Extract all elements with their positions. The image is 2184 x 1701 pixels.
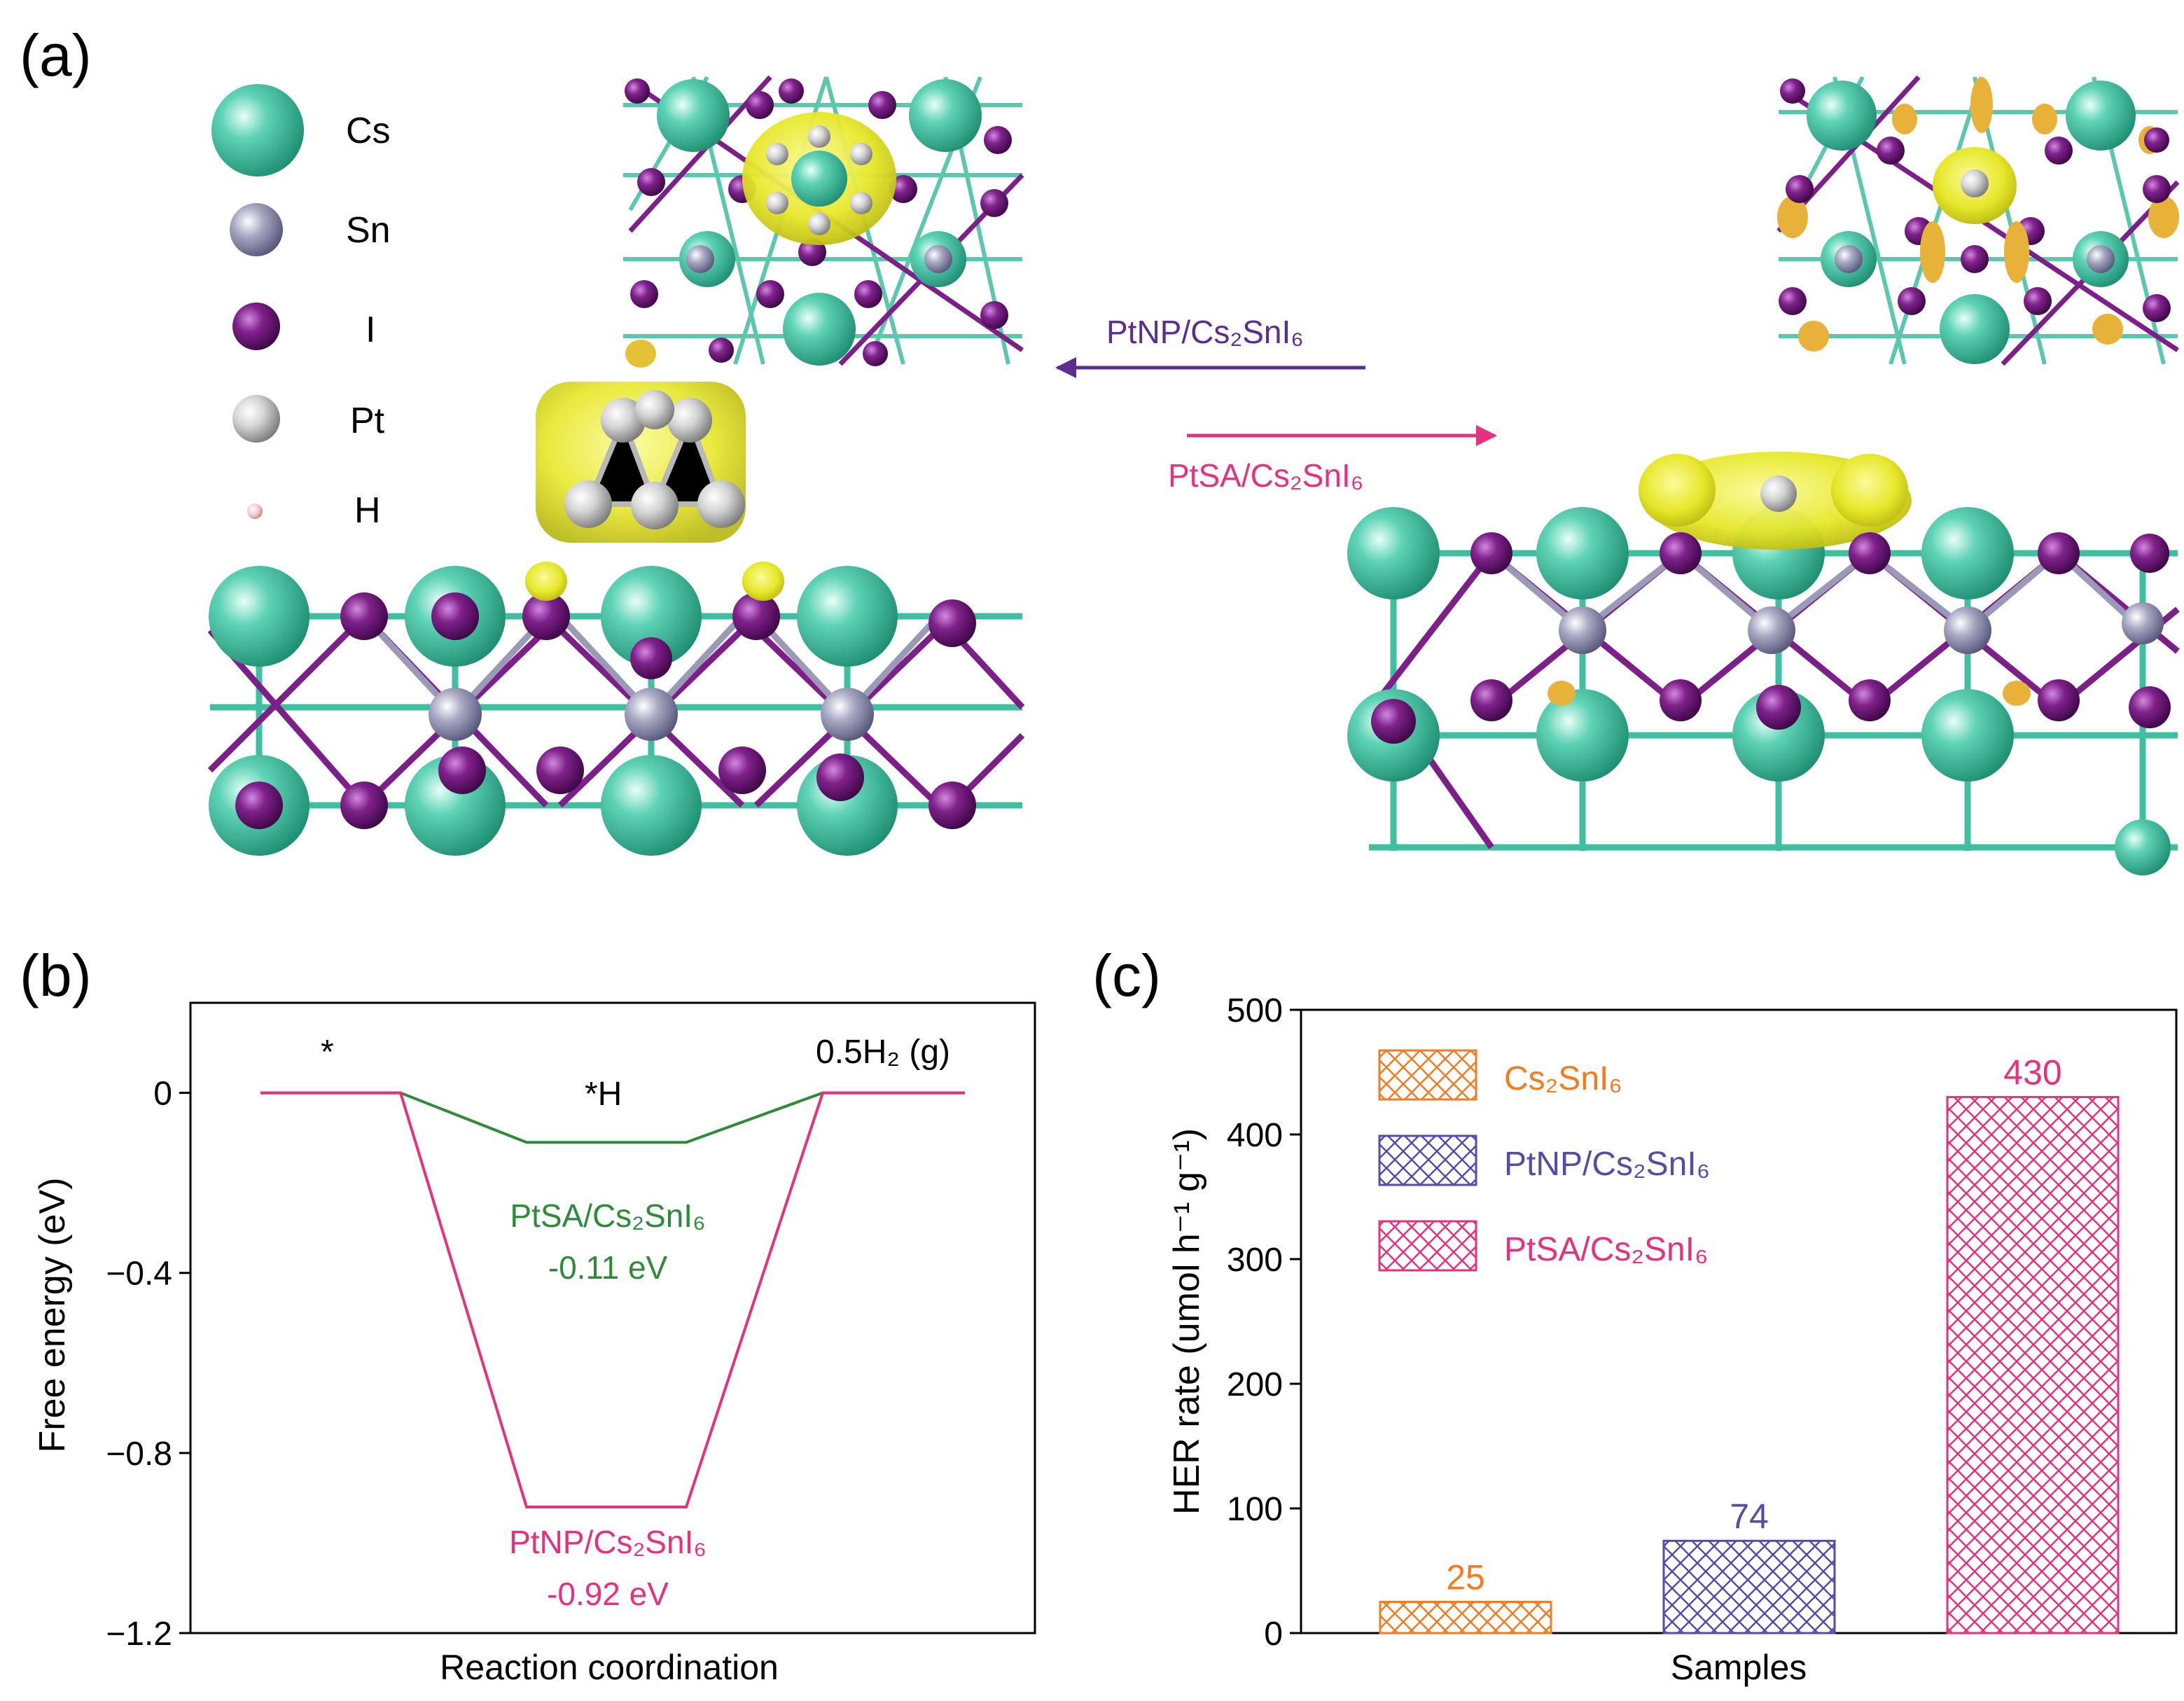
chart-b-frame bbox=[189, 1001, 1036, 1634]
legend-label-pt: Pt bbox=[350, 401, 385, 441]
chart-c-y-tick-label: 400 bbox=[1227, 1117, 1283, 1154]
chart-c-y-tick-label: 300 bbox=[1227, 1242, 1283, 1279]
bar-ptnp-cs2sni6-value-label: 74 bbox=[1730, 1497, 1769, 1536]
atom-legend: Cs Sn I Pt H bbox=[211, 84, 391, 531]
chart-b-y-tick-label: 0 bbox=[153, 1076, 172, 1113]
chart-b-y-tick-label: −0.4 bbox=[106, 1256, 172, 1293]
chart-b-series bbox=[260, 1091, 965, 1508]
legend-label-ptnp: PtNP/Cs₂SnI₆ bbox=[1504, 1146, 1710, 1183]
chart-c-y-tick-label: 200 bbox=[1227, 1366, 1283, 1403]
ptnp-top-view-structure bbox=[622, 75, 1024, 368]
cs-atom-icon bbox=[211, 84, 304, 176]
chart-b-state-label-adsorbed: *H bbox=[585, 1076, 622, 1113]
ptnp-energy-line bbox=[260, 1091, 965, 1508]
legend-label-h: H bbox=[354, 490, 381, 531]
chart-c-legend: Cs₂SnI₆ PtNP/Cs₂SnI₆ PtSA/Cs₂SnI₆ bbox=[1378, 1049, 1710, 1272]
legend-label-sn: Sn bbox=[346, 210, 391, 251]
ptsa-top-view-structure bbox=[1776, 75, 2180, 368]
legend-swatch-ptsa bbox=[1378, 1220, 1477, 1272]
chart-c-bars: 25 74 430 bbox=[1379, 1053, 2120, 1634]
chart-c-y-axis-title: HER rate (umol h⁻¹ g⁻¹) bbox=[1167, 1128, 1207, 1515]
bar-ptsa-cs2sni6 bbox=[1946, 1096, 2120, 1634]
i-atom-icon bbox=[232, 303, 280, 350]
ptnp-arrow-label: PtNP/Cs₂SnI₆ bbox=[1106, 314, 1304, 350]
chart-b-ptsa-series-label: PtSA/Cs₂SnI₆ bbox=[510, 1197, 705, 1234]
ptsa-side-view-structure bbox=[1347, 452, 2180, 875]
chart-c-y-tick-label: 0 bbox=[1264, 1616, 1283, 1653]
chart-c-y-tick-label: 500 bbox=[1227, 992, 1283, 1029]
panel-label-c: (c) bbox=[1092, 943, 1161, 1008]
panel-label-b: (b) bbox=[20, 943, 92, 1008]
panel-c: (c) 0 100 200 300 400 500 25 74 430 Cs₂SnI₆ PtN… bbox=[1092, 943, 2178, 1687]
chart-b-y-tick-label: −1.2 bbox=[106, 1616, 172, 1653]
ptsa-arrow: PtSA/Cs₂SnI₆ bbox=[1168, 425, 1497, 494]
chart-b-y-axis: 0 −0.4 −0.8 −1.2 bbox=[106, 1076, 190, 1653]
chart-b-ptnp-value-label: -0.92 eV bbox=[547, 1576, 669, 1612]
legend-swatch-cs2sni6 bbox=[1378, 1049, 1477, 1101]
chart-b-state-label-initial: * bbox=[321, 1034, 334, 1071]
h-atom-icon bbox=[247, 504, 263, 519]
legend-label-ptsa: PtSA/Cs₂SnI₆ bbox=[1504, 1231, 1708, 1268]
chart-b-ptsa-value-label: -0.11 eV bbox=[548, 1249, 668, 1286]
ptnp-arrow: PtNP/Cs₂SnI₆ bbox=[1055, 314, 1365, 378]
pt-atom-icon bbox=[232, 395, 280, 443]
legend-label-i: I bbox=[366, 310, 375, 350]
ptsa-arrow-label: PtSA/Cs₂SnI₆ bbox=[1168, 457, 1363, 494]
chart-c-x-axis-title: Samples bbox=[1671, 1648, 1807, 1687]
bar-ptnp-cs2sni6 bbox=[1662, 1539, 1836, 1634]
chart-b-ptnp-series-label: PtNP/Cs₂SnI₆ bbox=[509, 1524, 707, 1560]
legend-swatch-ptnp bbox=[1378, 1134, 1477, 1186]
bar-ptsa-cs2sni6-value-label: 430 bbox=[2003, 1053, 2061, 1092]
panel-label-a: (a) bbox=[20, 22, 92, 88]
bar-cs2sni6 bbox=[1379, 1601, 1552, 1634]
legend-label-cs2sni6: Cs₂SnI₆ bbox=[1504, 1060, 1622, 1097]
sn-atom-icon bbox=[230, 203, 283, 256]
chart-b-y-axis-title: Free energy (eV) bbox=[32, 1177, 73, 1452]
panel-a: (a) Cs Sn I Pt H bbox=[20, 22, 2180, 875]
chart-c-y-tick-label: 100 bbox=[1227, 1491, 1283, 1528]
chart-b-y-tick-label: −0.8 bbox=[106, 1436, 172, 1473]
chart-b-state-label-final: 0.5H₂ (g) bbox=[816, 1034, 950, 1071]
bar-cs2sni6-value-label: 25 bbox=[1446, 1558, 1485, 1597]
legend-label-cs: Cs bbox=[346, 111, 391, 151]
panel-b: (b) 0 −0.4 −0.8 −1.2 * *H 0.5H₂ (g) PtSA/Cs… bbox=[20, 943, 1036, 1687]
chart-c-y-axis: 0 100 200 300 400 500 bbox=[1227, 992, 1301, 1653]
ptnp-side-view-structure bbox=[207, 382, 1025, 856]
chart-b-x-axis-title: Reaction coordination bbox=[440, 1648, 779, 1687]
